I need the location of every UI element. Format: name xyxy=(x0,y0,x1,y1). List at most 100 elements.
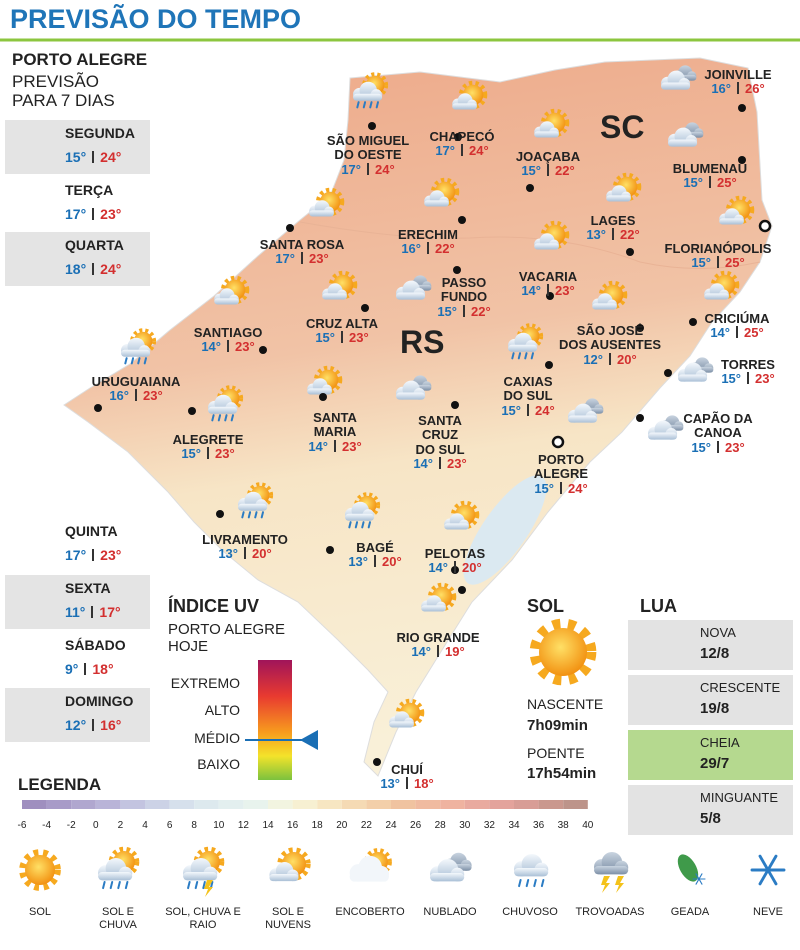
forecast-subtitle: PREVISÃO PARA 7 DIAS xyxy=(12,72,115,111)
weather-icon xyxy=(238,482,274,519)
legend-tick: 8 xyxy=(191,820,197,831)
cloud-part xyxy=(424,200,449,207)
legend-swatch xyxy=(415,800,441,809)
city-dot xyxy=(526,184,534,192)
capital-marker xyxy=(758,219,772,233)
sunset: 17h54min xyxy=(527,765,597,782)
temp-max: 23° xyxy=(100,547,122,563)
cloud-part xyxy=(214,298,239,305)
city-label: CHUÍ 13° 18° xyxy=(342,762,472,792)
weather-icon xyxy=(677,854,706,885)
separator xyxy=(135,389,137,402)
cloud-part xyxy=(592,303,617,310)
cloud-part xyxy=(238,503,268,511)
day-row: QUINTA 17° 23° xyxy=(5,518,150,572)
weather-icon xyxy=(396,375,432,400)
uv-level: BAIXO xyxy=(197,756,240,772)
city-dot xyxy=(319,393,327,401)
city-dot xyxy=(636,324,644,332)
day-temps: 17° 23° xyxy=(65,547,122,564)
legend-tick: -6 xyxy=(17,820,27,831)
legend-tick: 6 xyxy=(166,820,173,831)
sun-rays xyxy=(217,385,244,412)
legend-swatch xyxy=(366,800,391,809)
legend-swatch xyxy=(440,800,465,809)
legend-swatch xyxy=(243,800,268,809)
day-name: QUARTA xyxy=(65,237,124,253)
cloud-part xyxy=(430,873,465,882)
legend-swatch xyxy=(218,800,244,809)
temp-min: 17° xyxy=(275,251,295,267)
temp-max: 24° xyxy=(375,161,395,177)
separator xyxy=(427,242,429,255)
moon-name: CRESCENTE xyxy=(700,680,781,695)
sunset-label: POENTE xyxy=(527,745,585,761)
rain-drop xyxy=(143,357,147,365)
city-label: LAGES 13° 22° xyxy=(548,213,678,243)
cloud xyxy=(307,378,332,395)
icon-label: ENCOBERTO xyxy=(335,906,405,918)
legend-swatch xyxy=(538,800,564,809)
temp-min: 17° xyxy=(341,161,361,177)
city-temps: 15° 25° xyxy=(645,176,775,190)
weather-icon xyxy=(704,270,740,300)
legend-tick: 2 xyxy=(117,820,124,831)
temp-min: 14° xyxy=(710,325,730,341)
cloud-part xyxy=(353,93,383,101)
cloud xyxy=(430,858,465,882)
temp-min: 14° xyxy=(308,438,328,454)
weather-icon xyxy=(661,65,697,90)
city-temps: 15° 23° xyxy=(277,331,407,345)
cloud-part xyxy=(568,415,598,423)
rain-drop xyxy=(217,414,222,422)
cloud xyxy=(345,501,375,521)
uv-level: MÉDIO xyxy=(194,730,240,746)
separator xyxy=(301,252,303,265)
city-temps: 17° 23° xyxy=(237,252,367,266)
temp-min: 15° xyxy=(691,255,711,271)
moon-phase: CHEIA 29/7 xyxy=(628,730,793,780)
temp-max: 17° xyxy=(99,604,121,620)
rain-drop xyxy=(117,881,121,890)
sun xyxy=(539,628,587,676)
city-name: BAGÉ xyxy=(356,540,394,555)
separator xyxy=(92,263,95,275)
city-temps: 16° 26° xyxy=(673,82,800,96)
rain-drop xyxy=(348,521,352,529)
weather-icon xyxy=(424,177,460,207)
day-row: QUARTA 18° 24° xyxy=(5,232,150,286)
city-dot xyxy=(326,546,334,554)
legend-tick: 28 xyxy=(434,820,446,831)
city-temps: 15° 22° xyxy=(483,164,613,178)
forecast-city: PORTO ALEGRE xyxy=(12,50,148,69)
weather-icon xyxy=(353,72,389,109)
temp-max: 26° xyxy=(745,81,765,97)
weather-icon xyxy=(214,275,250,305)
legend-swatch xyxy=(341,800,367,809)
city-label: SANTIAGO 14° 23° xyxy=(163,325,293,355)
icon-label: SOL E NUVENS xyxy=(265,906,311,931)
cloud xyxy=(322,283,347,300)
legend-tick: 38 xyxy=(557,820,569,831)
cloud-part xyxy=(594,866,629,875)
cloud xyxy=(648,420,678,440)
separator xyxy=(437,645,439,658)
day-row: SEGUNDA 15° 24° xyxy=(5,120,150,174)
separator xyxy=(609,352,611,365)
temp-max: 25° xyxy=(725,255,745,271)
lagoon xyxy=(463,475,547,585)
cloud-part xyxy=(269,874,299,882)
temp-max: 22° xyxy=(435,241,455,257)
rain-drop xyxy=(130,357,135,365)
city-label: FLORIANÓPOLIS 15° 25° xyxy=(653,241,783,271)
cloud xyxy=(396,280,426,300)
city-temps: 14° 23° xyxy=(270,438,400,454)
sun-rays xyxy=(450,500,480,530)
sun-rays xyxy=(220,275,250,305)
rain-drop xyxy=(367,521,371,529)
city-label: CRUZ ALTA 15° 23° xyxy=(277,316,407,346)
icon-label: TROVOADAS xyxy=(575,906,645,918)
separator xyxy=(207,447,209,460)
cloud xyxy=(353,81,383,101)
weather-icon xyxy=(98,846,140,890)
